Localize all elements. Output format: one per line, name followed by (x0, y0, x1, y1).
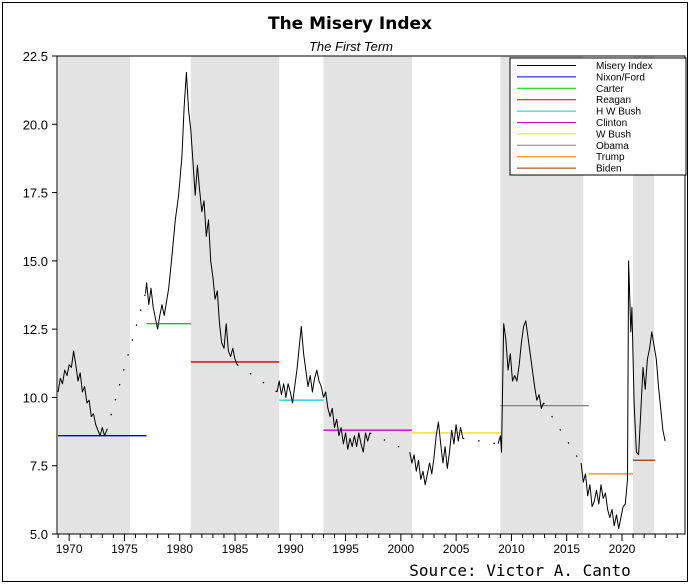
y-axis: 5.0 7.5 10.0 12.5 15.0 17.5 20.0 22.5 (23, 49, 57, 542)
misery-index-line (276, 325, 371, 453)
x-tick-label: 1975 (111, 542, 138, 556)
y-tick-label: 20.0 (23, 117, 48, 132)
legend-label: Clinton (596, 118, 627, 129)
x-tick-label: 2010 (498, 542, 525, 556)
dotted-gap-line (462, 437, 499, 445)
legend-label: H W Bush (596, 107, 641, 118)
y-tick-label: 15.0 (23, 254, 48, 269)
source-caption: Source: Victor A. Canto (409, 561, 631, 580)
y-tick-label: 17.5 (23, 186, 48, 201)
misery-index-line (145, 71, 238, 365)
misery-index-series (57, 71, 666, 529)
y-tick-label: 22.5 (23, 49, 48, 64)
x-tick-label: 1995 (332, 542, 359, 556)
y-tick-label: 7.5 (30, 459, 48, 474)
legend-label: Trump (596, 152, 625, 163)
x-axis: 1970 1975 1980 1985 1990 1995 2000 2005 2010 2015… (56, 534, 678, 556)
legend-label: W Bush (596, 129, 631, 140)
y-tick-label: 10.0 (23, 390, 48, 405)
x-tick-label: 2015 (553, 542, 580, 556)
term-average-lines (58, 323, 656, 475)
legend-label: Nixon/Ford (596, 72, 645, 83)
x-tick-label: 2020 (609, 542, 636, 556)
misery-index-line (580, 260, 666, 529)
legend-box (509, 57, 687, 176)
term-shading-band (323, 56, 412, 534)
misery-index-line (497, 320, 544, 453)
chart-title: The Misery Index (268, 14, 432, 34)
term-shading-band (190, 56, 280, 534)
x-tick-label: 1985 (222, 542, 249, 556)
term-shading-band (58, 56, 130, 534)
legend-label: Reagan (596, 95, 631, 106)
y-tick-label: 5.0 (30, 527, 48, 542)
misery-index-line (57, 350, 108, 437)
misery-index-line (409, 421, 464, 486)
legend-label: Biden (596, 164, 622, 175)
y-tick-label: 12.5 (23, 322, 48, 337)
chart-subtitle: The First Term (309, 39, 393, 54)
legend-label: Carter (596, 84, 624, 95)
legend-label: Misery Index (596, 61, 653, 72)
plot-area (56, 55, 686, 535)
x-tick-label: 1980 (166, 542, 193, 556)
legend-label: Obama (596, 141, 629, 152)
x-tick-label: 1990 (277, 542, 304, 556)
x-tick-label: 2000 (388, 542, 415, 556)
x-tick-label: 2005 (443, 542, 470, 556)
x-tick-label: 1970 (56, 542, 83, 556)
